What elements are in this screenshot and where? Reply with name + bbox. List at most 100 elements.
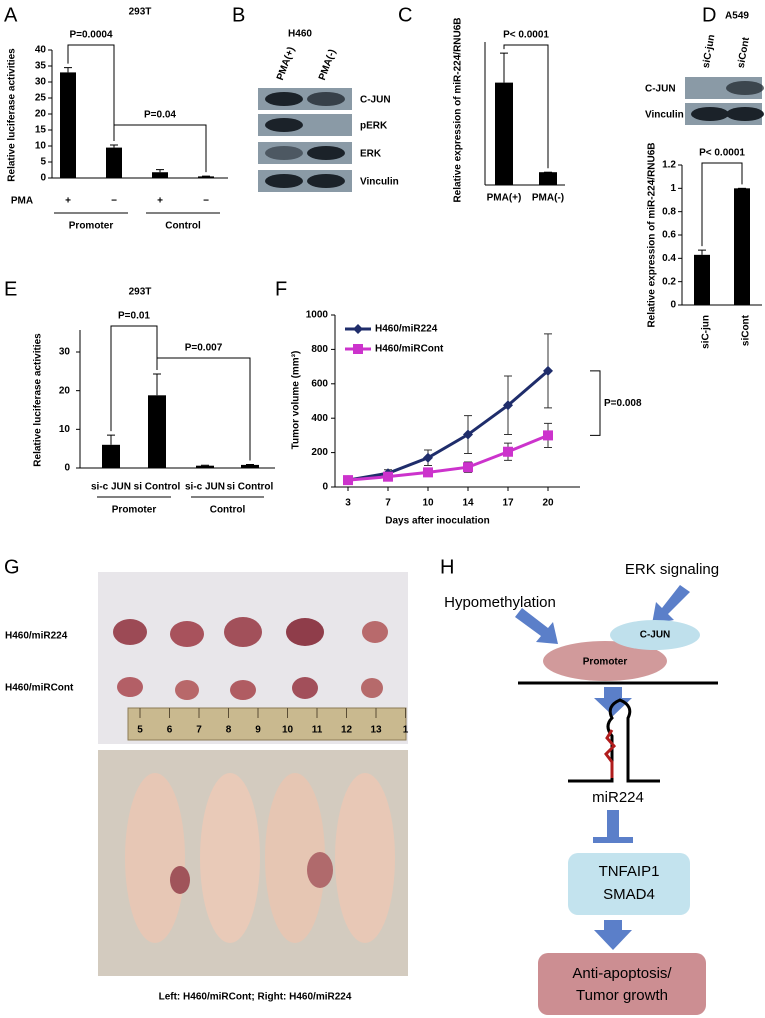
bar <box>734 188 750 305</box>
x-tick-label: 14 <box>462 498 474 509</box>
y-tick-label: 200 <box>311 447 328 458</box>
mouse <box>200 773 260 943</box>
annotation: P< 0.0001 <box>503 30 549 41</box>
chart-title: 293T <box>129 7 152 18</box>
point <box>463 462 473 473</box>
error-bar <box>110 144 118 148</box>
blot-row-label: Vinculin <box>360 177 399 188</box>
ruler-label: 12 <box>341 725 353 736</box>
ruler-label: 10 <box>282 725 294 736</box>
x-tick-label: si-c JUN <box>185 482 225 493</box>
bar <box>148 395 166 468</box>
significance-bracket <box>67 44 115 142</box>
point <box>543 365 553 376</box>
error-bar <box>156 169 164 173</box>
node-label: Promoter <box>583 657 628 668</box>
tumor <box>170 621 204 647</box>
x-tick-label: siC-jun <box>701 315 712 349</box>
point <box>423 452 433 463</box>
tumor <box>362 621 388 643</box>
y-tick-label: 0 <box>40 173 46 184</box>
significance-bracket <box>701 162 743 247</box>
error-bar <box>153 373 161 396</box>
panel-letter: B <box>232 4 245 26</box>
hairpin <box>568 698 660 783</box>
legend-marker <box>353 344 363 354</box>
node-label: Hypomethylation <box>444 594 556 611</box>
significance-bracket <box>110 325 158 432</box>
blot-column-label: siCont <box>736 36 752 69</box>
y-tick-label: 1.2 <box>662 160 676 171</box>
blot-band <box>265 118 303 132</box>
point <box>543 430 553 441</box>
hairpin-seed <box>604 729 617 778</box>
significance-bracket <box>590 370 601 436</box>
y-axis-label: Relative expression of miR-224/RNU6B <box>453 17 464 202</box>
bar <box>198 176 214 178</box>
node-label: ERK signaling <box>625 561 719 578</box>
y-tick-label: 40 <box>35 45 47 56</box>
blot-column-label: PMA(-) <box>317 48 338 82</box>
bar <box>106 147 122 178</box>
bar <box>60 72 76 178</box>
mouse <box>125 773 185 943</box>
caption: Left: H460/miRCont; Right: H460/miR224 <box>159 992 352 1003</box>
point <box>503 400 513 411</box>
arrow <box>515 608 558 644</box>
y-tick-label: 1 <box>670 183 676 194</box>
node-label: C-JUN <box>640 630 671 641</box>
panel-letter: G <box>4 556 20 578</box>
panel-letter: F <box>275 278 287 300</box>
y-tick-label: 30 <box>35 77 47 88</box>
y-axis-label: Relative luciferase activities <box>7 48 18 182</box>
tumor <box>307 852 333 888</box>
y-tick-label: 0.4 <box>662 253 676 264</box>
bar <box>694 254 710 305</box>
group-label: Promoter <box>112 505 157 516</box>
point <box>343 475 353 486</box>
blot-row-label: pERK <box>360 121 388 132</box>
ruler-label: 5 <box>137 725 143 736</box>
x-tick-label: + <box>65 196 71 207</box>
tumor <box>117 677 143 697</box>
blot-row-label: C-JUN <box>360 95 391 106</box>
point <box>423 467 433 478</box>
blot-title: H460 <box>288 29 312 40</box>
tumor <box>286 618 324 646</box>
tumor <box>230 680 256 700</box>
ruler-label: 7 <box>196 725 202 736</box>
x-tick-label: si Control <box>134 482 181 493</box>
blot-row-label: C-JUN <box>645 84 676 95</box>
mouse <box>265 773 325 943</box>
y-tick-label: 30 <box>59 347 71 358</box>
annotation: P=0.0004 <box>69 30 113 41</box>
ruler-label: 9 <box>255 725 261 736</box>
ruler-label: 8 <box>226 725 232 736</box>
panel-letter: C <box>398 4 412 26</box>
x-tick-label: − <box>203 196 209 207</box>
series-line <box>347 369 549 482</box>
x-tick-label: 7 <box>385 498 391 509</box>
y-tick-label: 1000 <box>306 310 329 321</box>
panel-letter: D <box>702 4 716 26</box>
target-box <box>568 853 690 915</box>
tumor <box>175 680 199 700</box>
significance-bracket <box>113 124 207 173</box>
blot-band <box>307 174 345 188</box>
annotation: P=0.04 <box>144 110 176 121</box>
y-tick-label: 0 <box>64 463 70 474</box>
y-tick-label: 0.2 <box>662 276 676 287</box>
x-tick-label: si-c JUN <box>91 482 131 493</box>
blot-band <box>307 92 345 106</box>
y-tick-label: 600 <box>311 378 328 389</box>
arrow <box>594 687 632 716</box>
significance-bracket <box>156 357 251 461</box>
series-line <box>347 434 549 482</box>
blot-band <box>265 92 303 106</box>
y-tick-label: 0.8 <box>662 206 676 217</box>
x-tick-label: + <box>157 196 163 207</box>
panel-letter: E <box>4 278 17 300</box>
x-tick-label: − <box>111 196 117 207</box>
blot-band <box>265 174 303 188</box>
